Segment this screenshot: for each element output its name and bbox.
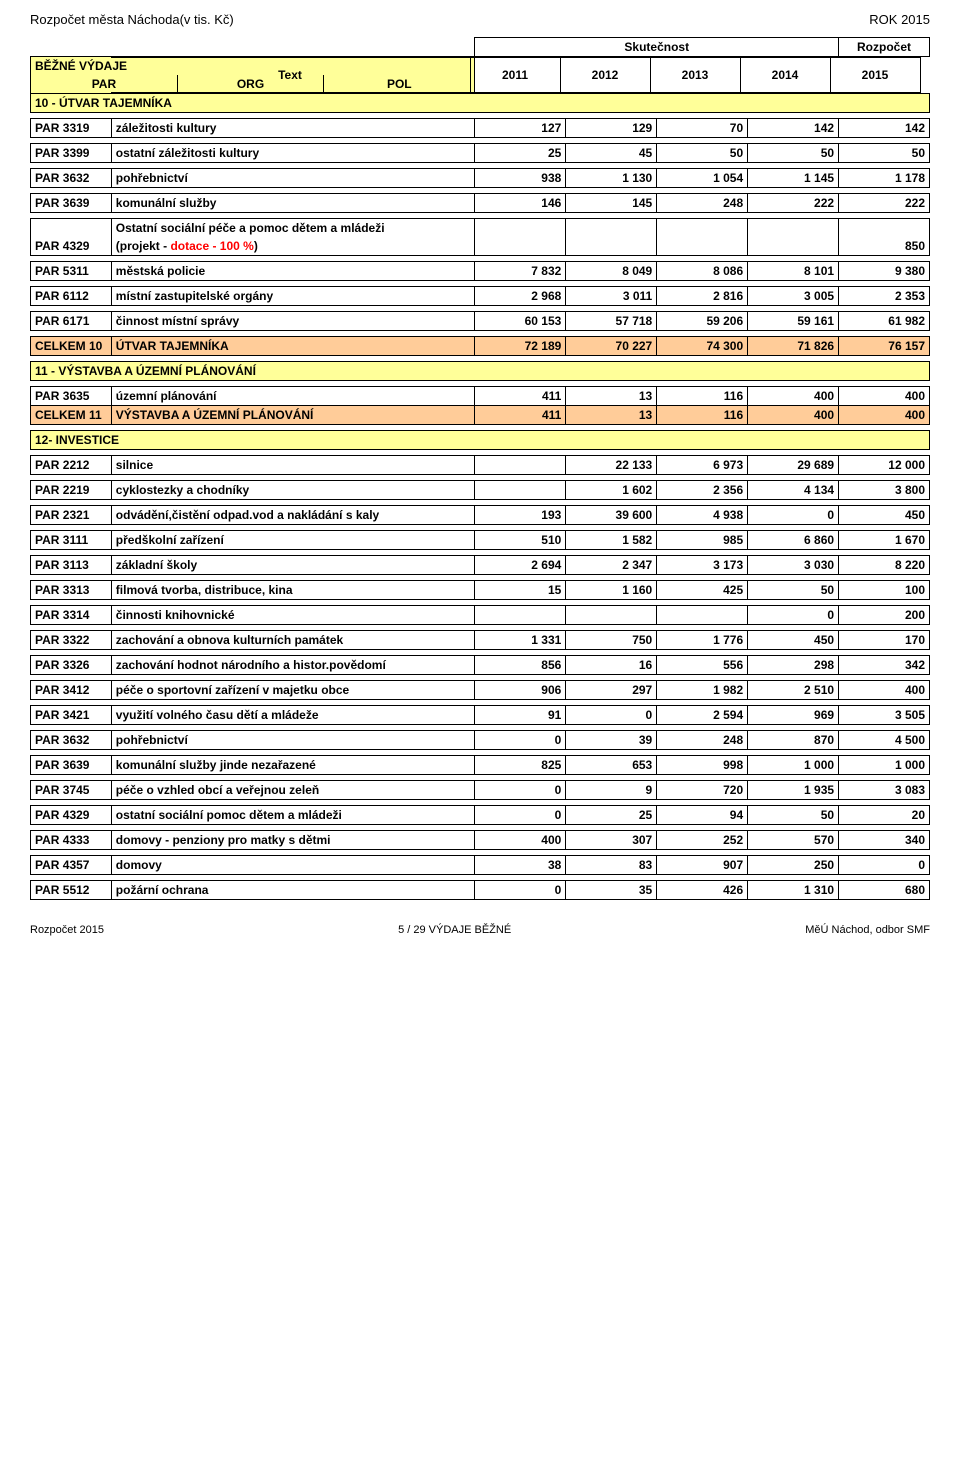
hdr-2012: 2012	[561, 57, 651, 93]
doc-title-right: ROK 2015	[869, 12, 930, 27]
table-row: PAR 4333 domovy - penziony pro matky s d…	[31, 831, 930, 850]
hdr-2014: 2014	[741, 57, 831, 93]
footer-right: MěÚ Náchod, odbor SMF	[805, 924, 930, 936]
text-part: )	[254, 239, 258, 253]
hdr-2011: 2011	[471, 57, 561, 93]
table-row: PAR 3421 využití volného času dětí a mlá…	[31, 706, 930, 725]
footer-left: Rozpočet 2015	[30, 924, 104, 936]
footer-center: 5 / 29 VÝDAJE BĚŽNÉ	[398, 924, 511, 936]
table-row: Ostatní sociální péče a pomoc dětem a ml…	[31, 219, 930, 238]
header-rozpocet: Rozpočet	[839, 38, 930, 57]
total-row: CELKEM 11 VÝSTAVBA A ÚZEMNÍ PLÁNOVÁNÍ 41…	[31, 406, 930, 425]
section-12: 12- INVESTICE	[31, 431, 930, 450]
table-row: PAR 3632 pohřebnictví 0 39 248 870 4 500	[31, 731, 930, 750]
hdr-2015: 2015	[831, 57, 921, 93]
total-row: CELKEM 10 ÚTVAR TAJEMNÍKA 72 189 70 227 …	[31, 337, 930, 356]
table-row: PAR 3745 péče o vzhled obcí a veřejnou z…	[31, 781, 930, 800]
table-row: PAR 4357 domovy 38 83 907 250 0	[31, 856, 930, 875]
table-row: PAR 3319 záležitosti kultury 127 129 70 …	[31, 119, 930, 138]
table-row: PAR 3326 zachování hodnot národního a hi…	[31, 656, 930, 675]
table-row: PAR 3313 filmová tvorba, distribuce, kin…	[31, 581, 930, 600]
header-skutecnost: Skutečnost	[475, 38, 839, 57]
table-row: PAR 3635 územní plánování 411 13 116 400…	[31, 387, 930, 406]
text-red: dotace - 100 %	[170, 239, 253, 253]
table-row: PAR 3639 komunální služby jinde nezařaze…	[31, 756, 930, 775]
table-row: PAR 3322 zachování a obnova kulturních p…	[31, 631, 930, 650]
section-10: 10 - ÚTVAR TAJEMNÍKA	[31, 94, 930, 113]
table-row: PAR 4329 ostatní sociální pomoc dětem a …	[31, 806, 930, 825]
table-row: PAR 3113 základní školy 2 694 2 347 3 17…	[31, 556, 930, 575]
table-row: PAR 2219 cyklostezky a chodníky 1 602 2 …	[31, 481, 930, 500]
doc-title-left: Rozpočet města Náchoda(v tis. Kč)	[30, 12, 234, 27]
table-row: PAR 2321 odvádění,čistění odpad.vod a na…	[31, 506, 930, 525]
table-row: PAR 6112 místní zastupitelské orgány 2 9…	[31, 287, 930, 306]
table-row: PAR 3632 pohřebnictví 938 1 130 1 054 1 …	[31, 169, 930, 188]
table-row: PAR 3111 předškolní zařízení 510 1 582 9…	[31, 531, 930, 550]
table-row: PAR 2212 silnice 22 133 6 973 29 689 12 …	[31, 456, 930, 475]
hdr-text: Text	[111, 57, 471, 93]
table-row: PAR 3399 ostatní záležitosti kultury 25 …	[31, 144, 930, 163]
table-row: PAR 4329 (projekt - dotace - 100 %) 850	[31, 237, 930, 256]
text-part: (projekt -	[116, 239, 171, 253]
hdr-2013: 2013	[651, 57, 741, 93]
table-row: PAR 5311 městská policie 7 832 8 049 8 0…	[31, 262, 930, 281]
table-row: PAR 3314 činnosti knihovnické 0 200	[31, 606, 930, 625]
table-row: PAR 5512 požární ochrana 0 35 426 1 310 …	[31, 881, 930, 900]
table-row: PAR 3412 péče o sportovní zařízení v maj…	[31, 681, 930, 700]
budget-table: Skutečnost Rozpočet BĚŽNÉ VÝDAJE Text PA…	[30, 37, 930, 900]
table-row: PAR 3639 komunální služby 146 145 248 22…	[31, 194, 930, 213]
table-row: PAR 6171 činnost místní správy 60 153 57…	[31, 312, 930, 331]
section-11: 11 - VÝSTAVBA A ÚZEMNÍ PLÁNOVÁNÍ	[31, 362, 930, 381]
